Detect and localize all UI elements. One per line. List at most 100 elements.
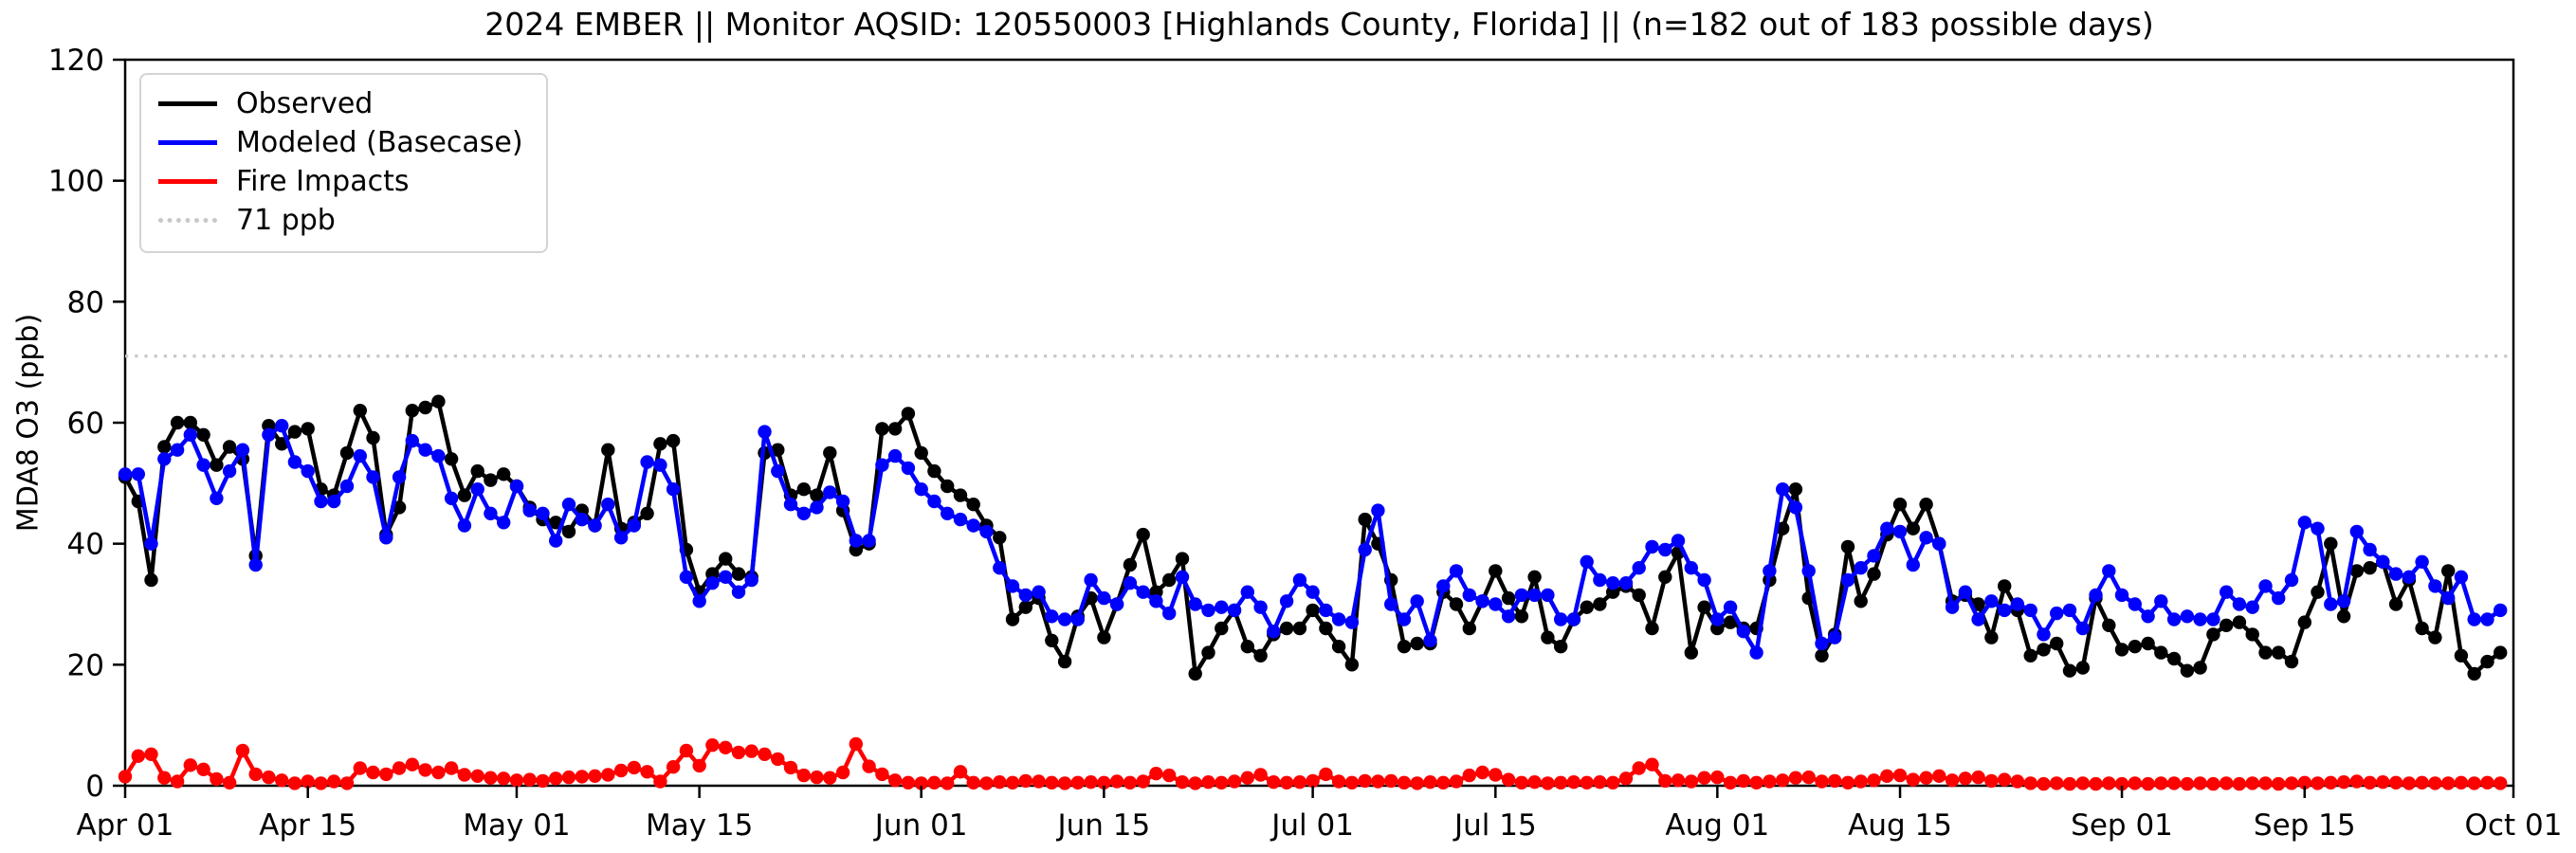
data-point <box>170 415 185 430</box>
data-point <box>1606 775 1620 789</box>
data-point <box>1763 564 1777 578</box>
data-point <box>497 467 511 481</box>
data-point <box>2415 621 2429 636</box>
data-point <box>2284 572 2299 588</box>
data-point <box>2441 564 2456 578</box>
data-point <box>1593 775 1607 789</box>
data-point <box>875 767 889 782</box>
data-point <box>914 776 928 790</box>
y-tick-label: 20 <box>67 648 104 682</box>
data-point <box>941 479 955 494</box>
data-point <box>1527 775 1542 789</box>
data-point <box>470 463 484 479</box>
y-tick-label: 100 <box>48 165 104 199</box>
data-point <box>287 776 302 790</box>
fire-line-swatch <box>158 179 217 184</box>
data-point <box>444 452 459 466</box>
data-point <box>144 747 158 761</box>
data-point <box>1279 775 1294 789</box>
data-point <box>1788 771 1803 785</box>
data-point <box>549 771 563 786</box>
legend-label-fire: Fire Impacts <box>236 165 410 198</box>
data-point <box>366 765 380 780</box>
data-point <box>1188 666 1202 681</box>
data-point <box>914 445 928 461</box>
data-point <box>1018 600 1033 614</box>
data-point <box>2467 666 2481 681</box>
data-point <box>1436 775 1451 789</box>
data-point <box>2388 597 2403 611</box>
x-tick-label: Oct 01 <box>2465 808 2563 843</box>
x-tick-label: Apr 01 <box>77 808 174 843</box>
data-point <box>2114 643 2129 657</box>
data-point <box>1632 561 1646 575</box>
data-point <box>2114 588 2129 603</box>
data-point <box>849 534 863 548</box>
legend-label-observed: Observed <box>236 87 374 120</box>
legend-label-threshold: 71 ppb <box>236 204 336 237</box>
data-point <box>339 479 355 494</box>
data-point <box>1867 773 1881 788</box>
data-point <box>1632 588 1646 603</box>
data-point <box>1554 640 1568 654</box>
data-point <box>2402 570 2417 584</box>
data-point <box>327 774 341 789</box>
data-point <box>640 455 654 469</box>
data-point <box>248 767 263 782</box>
data-point <box>719 570 733 584</box>
data-point <box>993 531 1007 545</box>
series-line-observed <box>122 399 2503 677</box>
data-point <box>1788 500 1803 515</box>
data-point <box>1162 572 1177 588</box>
data-point <box>561 498 576 512</box>
data-point <box>993 775 1007 789</box>
data-point <box>144 536 158 551</box>
data-point <box>966 775 980 789</box>
data-point <box>170 443 185 457</box>
data-point <box>457 518 472 533</box>
data-point <box>1227 603 1242 618</box>
data-point <box>2245 627 2259 642</box>
data-point <box>1776 482 1790 497</box>
data-point <box>536 773 550 789</box>
data-point <box>1854 594 1868 608</box>
data-point <box>444 761 459 775</box>
data-point <box>405 757 419 771</box>
data-point <box>679 570 694 584</box>
data-point <box>1045 609 1059 624</box>
data-point <box>640 506 654 520</box>
data-point <box>144 572 158 588</box>
data-point <box>1240 640 1255 654</box>
legend-item-modeled: Modeled (Basecase) <box>158 123 523 162</box>
data-point <box>2480 612 2494 626</box>
data-point <box>2050 606 2064 621</box>
data-point <box>2284 776 2299 790</box>
data-point <box>771 443 785 457</box>
data-point <box>1580 775 1594 789</box>
data-point <box>2272 590 2286 606</box>
data-point <box>1998 603 2012 618</box>
data-point <box>914 482 928 497</box>
chart-title: 2024 EMBER || Monitor AQSID: 120550003 [… <box>484 6 2154 43</box>
data-point <box>1645 757 1659 771</box>
data-point <box>1840 775 1855 789</box>
data-point <box>2336 594 2351 608</box>
data-point <box>392 761 407 775</box>
data-point <box>588 518 602 533</box>
data-point <box>2232 615 2247 629</box>
data-point <box>2154 645 2168 660</box>
data-point <box>2037 643 2051 657</box>
legend-item-observed: Observed <box>158 84 523 123</box>
data-point <box>1188 776 1202 790</box>
data-point <box>1319 767 1333 782</box>
data-point <box>2023 648 2037 662</box>
x-tick-label: Aug 15 <box>1848 808 1952 843</box>
legend-item-threshold: 71 ppb <box>158 201 523 240</box>
data-point <box>1828 630 1842 644</box>
data-point <box>640 765 654 779</box>
data-point <box>509 479 524 494</box>
data-point <box>1162 768 1177 783</box>
data-point <box>1828 773 1842 789</box>
data-point <box>561 770 576 785</box>
data-point <box>1449 564 1464 578</box>
